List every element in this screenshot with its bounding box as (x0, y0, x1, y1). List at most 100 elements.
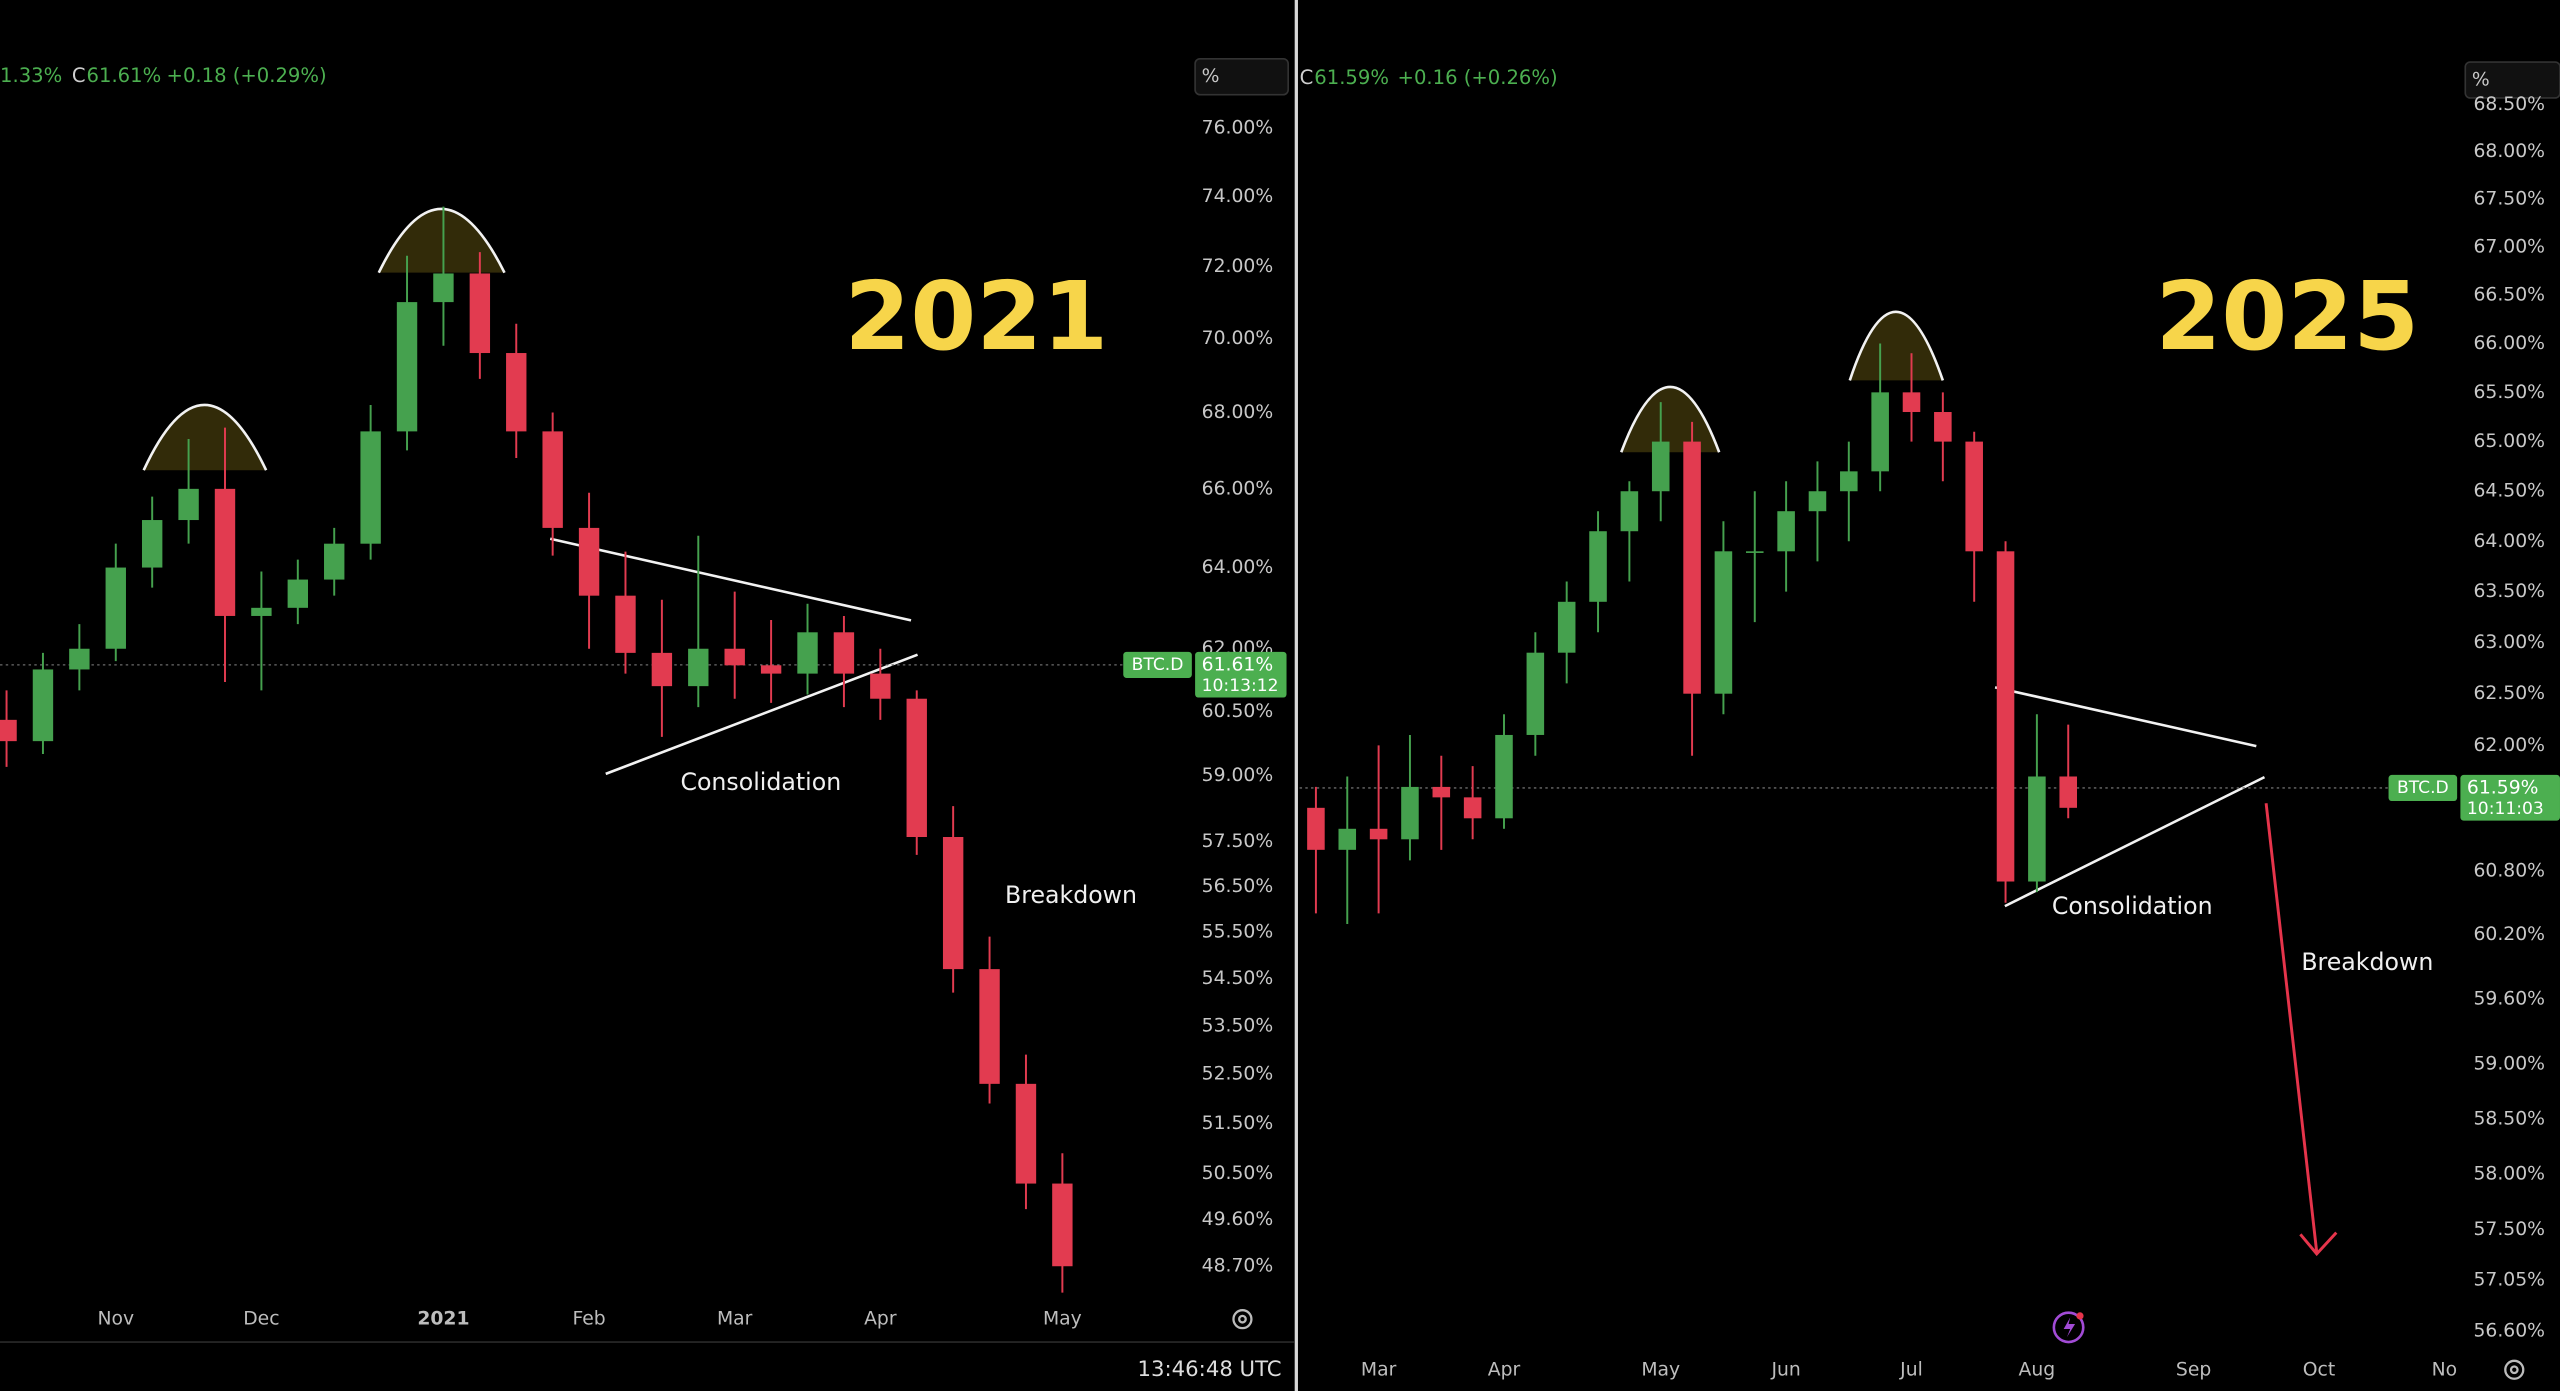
candle-body (32, 669, 54, 742)
alert-dot[interactable] (2076, 1312, 2084, 1320)
y-tick-label: 74.00% (1202, 186, 1274, 207)
settings-icon[interactable] (1232, 1309, 1253, 1330)
y-tick-label: 68.00% (1202, 402, 1274, 423)
y-tick-label: 51.50% (1202, 1113, 1274, 1134)
y-tick-label: 54.50% (1202, 968, 1274, 989)
gear-outer[interactable] (1232, 1309, 1253, 1330)
symbol-tag (2388, 774, 2458, 802)
y-tick-label: 50.50% (1202, 1163, 1274, 1184)
x-tick-label: Apr (1488, 1359, 1521, 1380)
legend-close: 61.59% (1314, 66, 1389, 89)
candle-body (979, 969, 1000, 1084)
x-tick-label: 2021 (417, 1309, 469, 1330)
trend-line (2004, 775, 2266, 908)
x-tick-label: Oct (2303, 1359, 2335, 1380)
candle-body (1777, 511, 1795, 552)
annotation: Consolidation (2052, 892, 2213, 920)
candle-body (578, 527, 600, 596)
candle-body (178, 488, 199, 521)
candle-body (651, 652, 673, 687)
countdown: 10:13:12 (1202, 676, 1279, 696)
scale-box[interactable] (1194, 57, 1289, 96)
alert-ring[interactable] (2052, 1311, 2085, 1344)
head-arc (1619, 385, 1721, 453)
y-tick-label: 59.00% (2473, 1054, 2545, 1075)
candle-body (1463, 797, 1482, 819)
y-tick-label: 68.50% (2473, 94, 2545, 115)
y-tick-label: 57.50% (2473, 1219, 2545, 1240)
candle-body (1052, 1183, 1073, 1267)
arrow-shaft (2264, 803, 2319, 1253)
candle-body (324, 543, 345, 580)
candle-body (1934, 412, 1952, 442)
clock: 13:46:48 UTC (1138, 1357, 1282, 1382)
candle-body (542, 431, 563, 528)
x-tick-label: May (1641, 1359, 1680, 1380)
y-tick-label: 59.60% (2473, 989, 2545, 1010)
candle-body (360, 431, 381, 544)
candle-body (1965, 441, 1983, 552)
y-tick-label: 64.00% (2473, 531, 2545, 552)
y-tick-label: 53.50% (1202, 1015, 1274, 1036)
candle-body (1589, 531, 1607, 602)
candle-body (1015, 1083, 1037, 1184)
candle-body (1683, 441, 1701, 694)
y-tick-label: 48.70% (1202, 1256, 1274, 1277)
symbol-tag (1123, 651, 1192, 678)
y-tick-label: 57.05% (2473, 1270, 2545, 1291)
y-tick-label: 76.00% (1202, 118, 1274, 139)
candle-body (1745, 551, 1764, 553)
candle-body (0, 719, 17, 742)
gear-inner[interactable] (2509, 1365, 2519, 1375)
x-tick-label: Apr (864, 1309, 897, 1330)
alert-icon[interactable] (2052, 1311, 2085, 1344)
chart-title: 2021 (845, 262, 1109, 372)
y-tick-label: 66.50% (2473, 284, 2545, 305)
gear-inner[interactable] (1238, 1314, 1247, 1324)
candle-body (1871, 392, 1889, 472)
x-tick-label: Sep (2176, 1359, 2211, 1380)
breakdown-arrow (2264, 803, 2338, 1257)
y-tick-label: 72.00% (1202, 256, 1274, 277)
y-tick-label: 57.50% (1202, 831, 1274, 852)
candle-body (1840, 471, 1858, 492)
x-tick-label: Jul (1899, 1359, 1923, 1380)
candle-body (214, 488, 236, 616)
candle-body (1557, 601, 1576, 653)
candle-body (251, 607, 272, 616)
candle-body (1651, 441, 1670, 492)
settings-icon[interactable] (2504, 1359, 2525, 1380)
x-tick-label: Nov (97, 1309, 134, 1330)
candle-body (724, 648, 745, 666)
y-tick-label: 67.00% (2473, 236, 2545, 257)
scale-unit[interactable]: % (1202, 66, 1220, 87)
y-tick-label: 67.50% (2473, 189, 2545, 210)
y-tick-label: 56.60% (2473, 1321, 2545, 1342)
x-tick-label: Jun (1770, 1359, 1800, 1380)
candle-body (1432, 786, 1451, 798)
candle-body (1526, 652, 1545, 735)
y-tick-label: 70.00% (1202, 328, 1274, 349)
scale-unit[interactable]: % (2472, 69, 2490, 90)
alert-bolt[interactable] (2063, 1317, 2076, 1338)
y-tick-label: 49.60% (1202, 1209, 1274, 1230)
chart-title: 2025 (2156, 262, 2420, 372)
head-arc (1848, 310, 1945, 381)
candle-body (105, 567, 126, 649)
y-tick-label: 60.20% (2473, 924, 2545, 945)
y-tick-label: 62.50% (2473, 683, 2545, 704)
candle-body (2059, 776, 2078, 808)
candle-body (433, 273, 454, 303)
candle-body (1369, 828, 1388, 840)
candle-body (469, 273, 491, 354)
x-tick-label: May (1043, 1309, 1082, 1330)
candle-body (2028, 776, 2046, 882)
symbol-label: BTC.D (1132, 655, 1184, 675)
candle-body (615, 595, 636, 653)
price-label: 61.59% (2467, 777, 2539, 798)
y-tick-label: 66.00% (1202, 478, 1274, 499)
candle-body (1338, 828, 1357, 850)
y-tick-label: 60.50% (1202, 701, 1274, 722)
gear-outer[interactable] (2504, 1359, 2525, 1380)
legend-close-prefix: C (1300, 66, 1314, 89)
